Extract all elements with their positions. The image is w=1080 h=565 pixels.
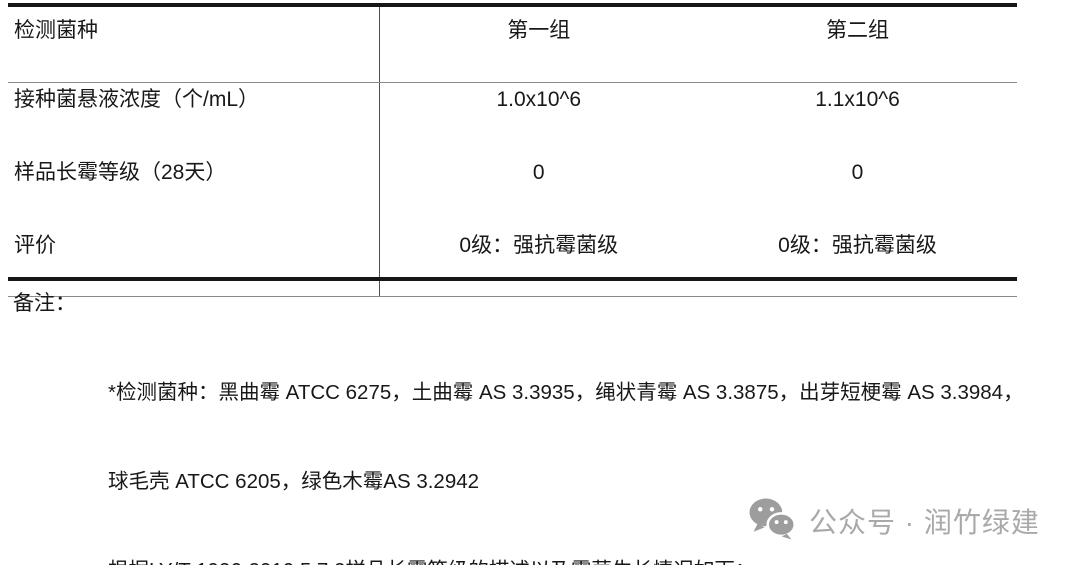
note-line-species-cont: 球毛壳 ATCC 6205，绿色木霉AS 3.2942 xyxy=(108,469,480,493)
table-row-evaluation: 评价 0级：强抗霉菌级 0级：强抗霉菌级 xyxy=(8,231,1017,297)
header-group1: 第一组 xyxy=(379,5,698,83)
header-species: 检测菌种 xyxy=(8,5,380,83)
row-label: 样品长霉等级（28天） xyxy=(8,158,380,231)
notes-title: 备注： xyxy=(13,292,76,315)
row-value-group2: 1.1x10^6 xyxy=(815,88,900,111)
notes-block: *检测菌种：黑曲霉 ATCC 6275，土曲霉 AS 3.3935，绳状青霉 A… xyxy=(108,319,1024,565)
wechat-icon xyxy=(748,497,797,545)
row-value-group2: 0级：强抗霉菌级 xyxy=(698,231,1017,297)
table-row-mold-grade: 样品长霉等级（28天） 0 0 xyxy=(8,158,1017,231)
table-row-concentration: 接种菌悬液浓度（个/mL） 1.0x10^6 1.1x10^6 xyxy=(8,82,1017,158)
table-header-row: 检测菌种 第一组 第二组 xyxy=(8,5,1017,83)
row-label: 评价 xyxy=(8,231,380,297)
row-value-group1: 0级：强抗霉菌级 xyxy=(379,231,698,297)
table-bottom-rule xyxy=(8,277,1017,281)
watermark: 公众号 · 润竹绿建 xyxy=(748,497,1040,545)
note-line-standard: 根据LY/T 1926-2010 5.7.2样品长霉等级的描述以及霉菌生长情况如… xyxy=(108,556,1024,565)
test-results-table: 检测菌种 第一组 第二组 接种菌悬液浓度（个/mL） 1.0x10^6 1.1x… xyxy=(8,3,1017,297)
row-value-group2: 0 xyxy=(851,161,864,184)
note-line-species: *检测菌种：黑曲霉 ATCC 6275，土曲霉 AS 3.3935，绳状青霉 A… xyxy=(108,381,1024,405)
row-value-group1: 1.0x10^6 xyxy=(496,88,582,111)
watermark-text: 公众号 · 润竹绿建 xyxy=(809,507,1040,538)
header-group2: 第二组 xyxy=(698,5,1017,83)
row-label: 接种菌悬液浓度（个/mL） xyxy=(8,82,380,158)
row-value-group1: 0 xyxy=(532,161,545,184)
